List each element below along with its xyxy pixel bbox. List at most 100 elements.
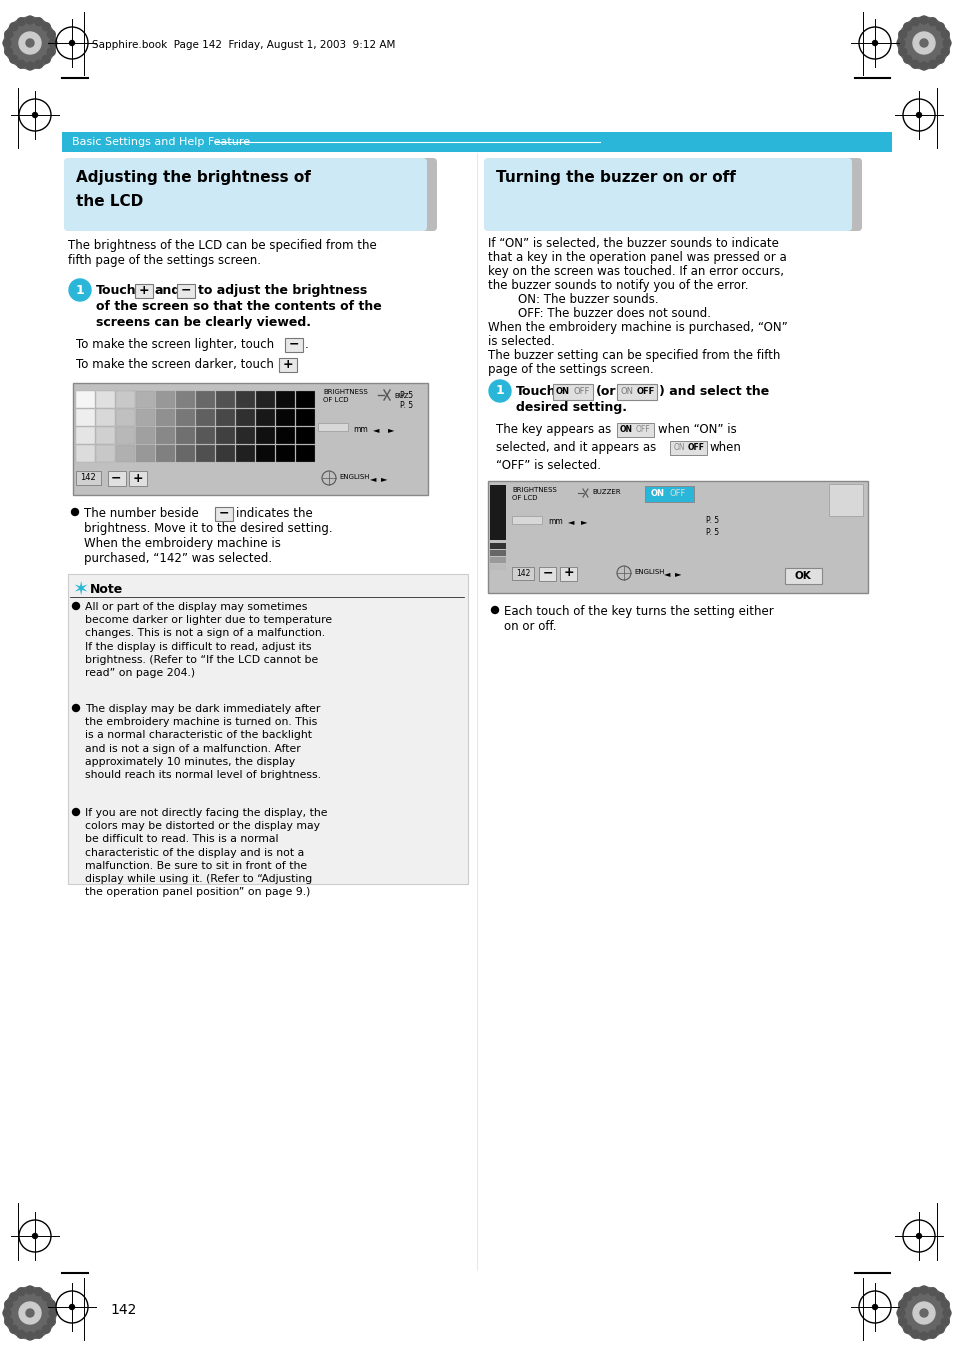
FancyBboxPatch shape <box>116 409 135 426</box>
Text: OFF: The buzzer does not sound.: OFF: The buzzer does not sound. <box>488 307 710 320</box>
Text: selected, and it appears as: selected, and it appears as <box>496 440 656 454</box>
Circle shape <box>919 39 927 47</box>
Circle shape <box>70 1305 74 1309</box>
FancyBboxPatch shape <box>96 427 115 444</box>
Text: OF LCD: OF LCD <box>512 494 537 501</box>
Text: ON: ON <box>618 424 632 434</box>
Text: Basic Settings and Help Feature: Basic Settings and Help Feature <box>71 136 250 147</box>
FancyBboxPatch shape <box>670 440 707 454</box>
FancyBboxPatch shape <box>255 444 274 462</box>
Circle shape <box>19 1302 41 1324</box>
Text: 1: 1 <box>75 284 84 296</box>
Text: The key appears as: The key appears as <box>496 423 611 436</box>
Circle shape <box>935 23 943 31</box>
Text: ►: ► <box>580 517 587 526</box>
FancyBboxPatch shape <box>560 566 577 581</box>
Text: ON: ON <box>556 388 569 396</box>
Circle shape <box>897 1288 949 1339</box>
FancyBboxPatch shape <box>215 390 234 408</box>
Text: When the embroidery machine is: When the embroidery machine is <box>84 536 280 550</box>
Text: .: . <box>305 338 309 351</box>
Text: 1: 1 <box>496 385 504 397</box>
Text: screens can be clearly viewed.: screens can be clearly viewed. <box>96 316 311 330</box>
Circle shape <box>10 23 18 31</box>
Circle shape <box>72 704 79 712</box>
Circle shape <box>49 39 57 47</box>
Text: to adjust the brightness: to adjust the brightness <box>198 284 367 297</box>
Text: −: − <box>180 284 191 296</box>
Text: BRIGHTNESS: BRIGHTNESS <box>323 389 367 394</box>
Circle shape <box>19 32 41 54</box>
Text: OFF: OFF <box>637 388 655 396</box>
Text: Sapphire.book  Page 142  Friday, August 1, 2003  9:12 AM: Sapphire.book Page 142 Friday, August 1,… <box>91 41 395 50</box>
Text: All or part of the display may sometimes
become darker or lighter due to tempera: All or part of the display may sometimes… <box>85 603 332 678</box>
Circle shape <box>896 1309 904 1317</box>
Text: +: + <box>138 284 150 296</box>
Text: the LCD: the LCD <box>76 195 143 209</box>
FancyBboxPatch shape <box>285 338 303 351</box>
Circle shape <box>5 1300 12 1308</box>
FancyBboxPatch shape <box>156 409 174 426</box>
Text: ►: ► <box>388 426 395 434</box>
FancyBboxPatch shape <box>617 384 657 400</box>
Text: OF LCD: OF LCD <box>323 397 348 403</box>
Text: +: + <box>282 358 293 370</box>
Circle shape <box>69 280 91 301</box>
Text: The buzzer setting can be specified from the fifth: The buzzer setting can be specified from… <box>488 349 780 362</box>
Circle shape <box>902 55 911 63</box>
FancyBboxPatch shape <box>295 427 314 444</box>
FancyBboxPatch shape <box>68 574 468 884</box>
Circle shape <box>941 1300 948 1308</box>
Circle shape <box>928 1331 936 1339</box>
Text: “OFF” is selected.: “OFF” is selected. <box>496 459 600 471</box>
Circle shape <box>17 18 25 26</box>
FancyBboxPatch shape <box>235 427 254 444</box>
FancyBboxPatch shape <box>156 390 174 408</box>
Text: −: − <box>218 507 229 520</box>
FancyBboxPatch shape <box>76 427 95 444</box>
Text: when: when <box>709 440 741 454</box>
Circle shape <box>26 1286 34 1294</box>
Circle shape <box>902 1293 911 1301</box>
Text: BUZ: BUZ <box>394 393 408 399</box>
FancyBboxPatch shape <box>116 427 135 444</box>
Circle shape <box>919 1286 927 1294</box>
FancyBboxPatch shape <box>76 409 95 426</box>
FancyBboxPatch shape <box>116 444 135 462</box>
FancyBboxPatch shape <box>539 566 556 581</box>
Circle shape <box>912 32 934 54</box>
FancyBboxPatch shape <box>645 485 694 501</box>
Circle shape <box>34 1288 43 1296</box>
FancyBboxPatch shape <box>490 563 505 570</box>
Text: 142: 142 <box>516 569 530 577</box>
Text: OFF: OFF <box>635 424 650 434</box>
FancyBboxPatch shape <box>801 158 862 231</box>
FancyBboxPatch shape <box>295 444 314 462</box>
Text: Touch: Touch <box>96 284 136 297</box>
Text: ENGLISH: ENGLISH <box>634 569 664 576</box>
Circle shape <box>72 808 79 816</box>
Circle shape <box>935 55 943 63</box>
FancyBboxPatch shape <box>136 427 154 444</box>
Circle shape <box>942 1309 950 1317</box>
FancyBboxPatch shape <box>215 427 234 444</box>
Circle shape <box>34 18 43 26</box>
FancyBboxPatch shape <box>116 390 135 408</box>
Text: If “ON” is selected, the buzzer sounds to indicate: If “ON” is selected, the buzzer sounds t… <box>488 236 778 250</box>
FancyBboxPatch shape <box>483 158 851 231</box>
Text: −: − <box>542 566 553 580</box>
FancyBboxPatch shape <box>235 444 254 462</box>
Text: OFF: OFF <box>573 388 590 396</box>
Text: BUZZER: BUZZER <box>592 489 620 494</box>
FancyBboxPatch shape <box>175 390 194 408</box>
Circle shape <box>872 41 877 46</box>
FancyBboxPatch shape <box>275 409 294 426</box>
Text: ◄: ◄ <box>370 474 376 484</box>
Circle shape <box>26 1332 34 1340</box>
FancyBboxPatch shape <box>235 390 254 408</box>
Text: Turning the buzzer on or off: Turning the buzzer on or off <box>496 170 735 185</box>
Text: 142: 142 <box>80 473 95 482</box>
Text: P. 5: P. 5 <box>705 528 719 536</box>
Text: ON: ON <box>619 388 633 396</box>
FancyBboxPatch shape <box>490 557 505 563</box>
